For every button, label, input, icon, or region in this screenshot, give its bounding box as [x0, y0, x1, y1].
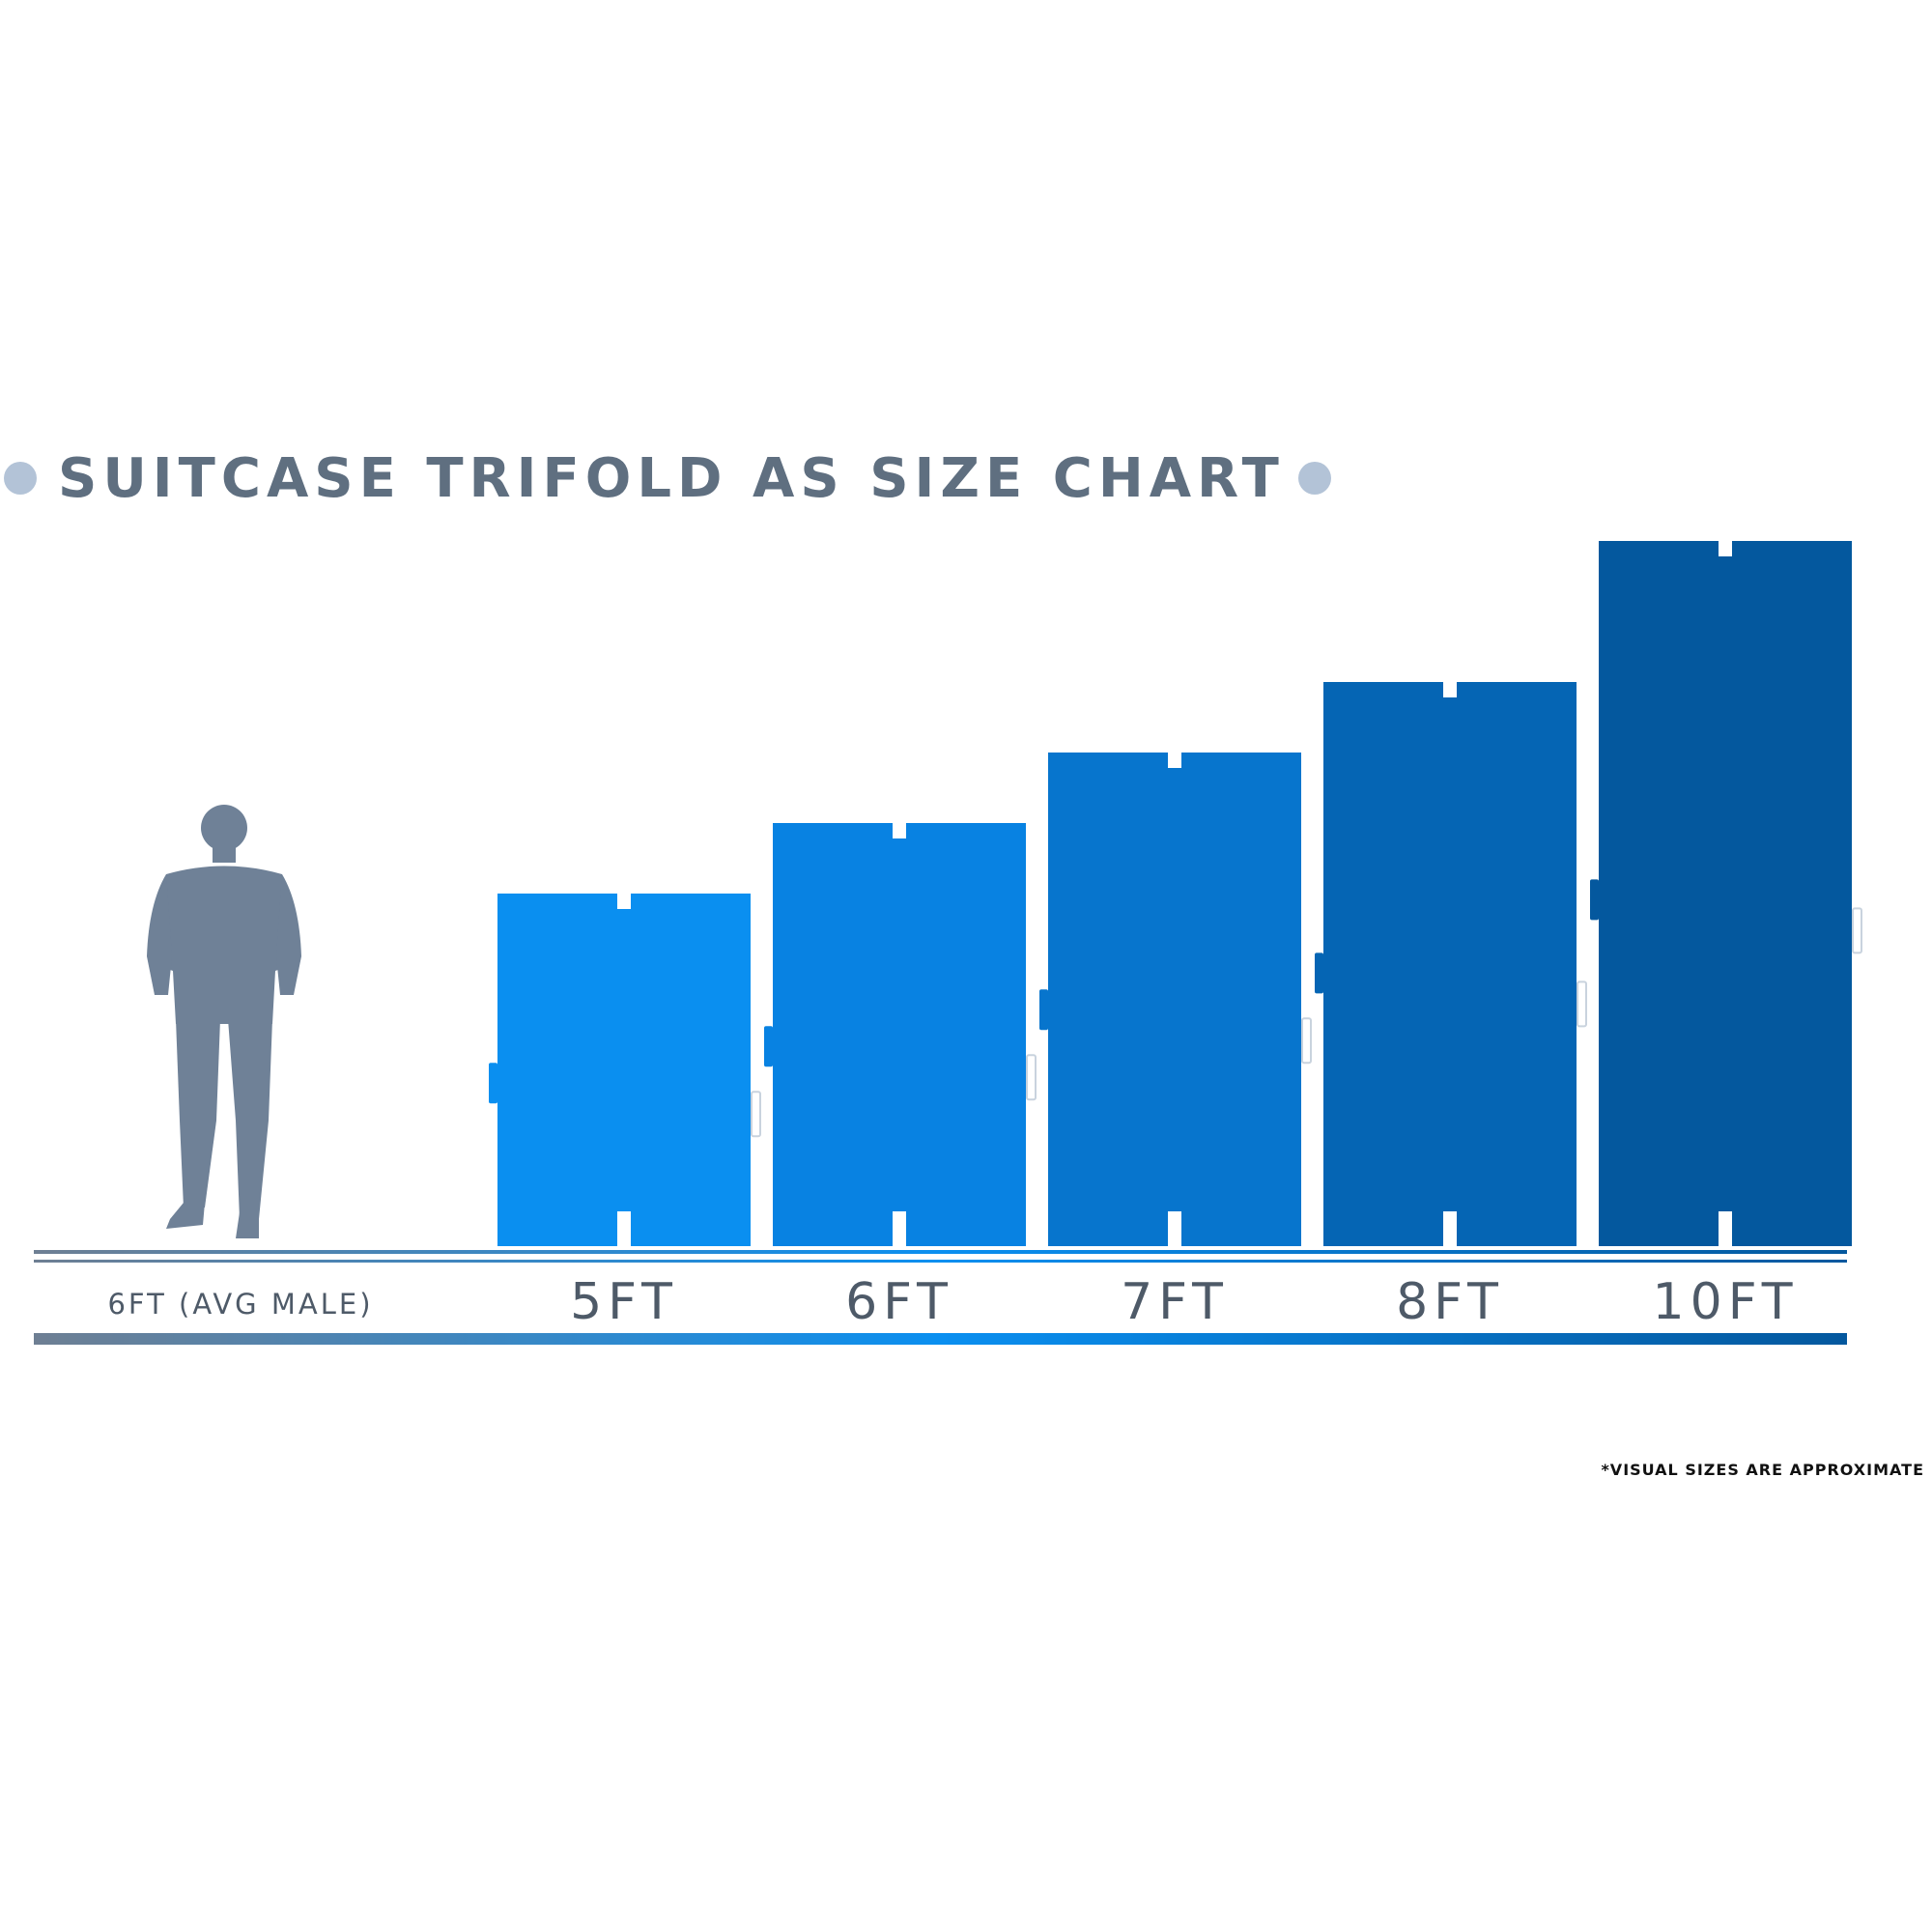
bar-right-handle — [1026, 1054, 1037, 1101]
bar-7ft — [1039, 753, 1312, 1246]
labels-layer: 6FT (AVG MALE) 5FT 6FT 7FT 8FT 10FT — [107, 1273, 1799, 1331]
category-label: 8FT — [1396, 1273, 1504, 1331]
bar-left-handle — [1039, 989, 1048, 1031]
category-label: 10FT — [1653, 1273, 1799, 1331]
bar-body — [1323, 682, 1577, 1246]
bar-6ft — [764, 823, 1037, 1246]
bars-layer — [489, 541, 1862, 1246]
category-label: 5FT — [570, 1273, 678, 1331]
chart-title-row: SUITCASE TRIFOLD AS SIZE CHART — [0, 440, 1331, 517]
bar-left-handle — [1315, 952, 1323, 994]
bottom-gradient-bar — [34, 1333, 1847, 1345]
bar-body — [773, 823, 1026, 1246]
person-silhouette-icon — [147, 805, 301, 1238]
bar-body — [1048, 753, 1301, 1246]
title-left-dot — [4, 462, 37, 495]
bar-left-handle — [1590, 879, 1599, 921]
title-right-dot — [1297, 462, 1331, 495]
bar-left-handle — [764, 1026, 773, 1067]
bar-right-handle — [1577, 980, 1587, 1028]
category-label: 6FT — [845, 1273, 953, 1331]
bar-right-handle — [751, 1091, 761, 1138]
bar-left-handle — [489, 1063, 497, 1104]
bar-5ft — [489, 894, 761, 1246]
bar-body — [1599, 541, 1852, 1246]
category-label: 7FT — [1121, 1273, 1229, 1331]
footnote: *VISUAL SIZES ARE APPROXIMATE — [1601, 1461, 1924, 1479]
baseline-double-line — [34, 1250, 1847, 1263]
bar-body — [497, 894, 751, 1246]
bar-10ft — [1590, 541, 1862, 1246]
reference-label: 6FT (AVG MALE) — [107, 1288, 373, 1321]
bar-right-handle — [1852, 907, 1862, 954]
bar-right-handle — [1301, 1017, 1312, 1065]
bar-8ft — [1315, 682, 1587, 1246]
chart-title: SUITCASE TRIFOLD AS SIZE CHART — [58, 446, 1285, 510]
